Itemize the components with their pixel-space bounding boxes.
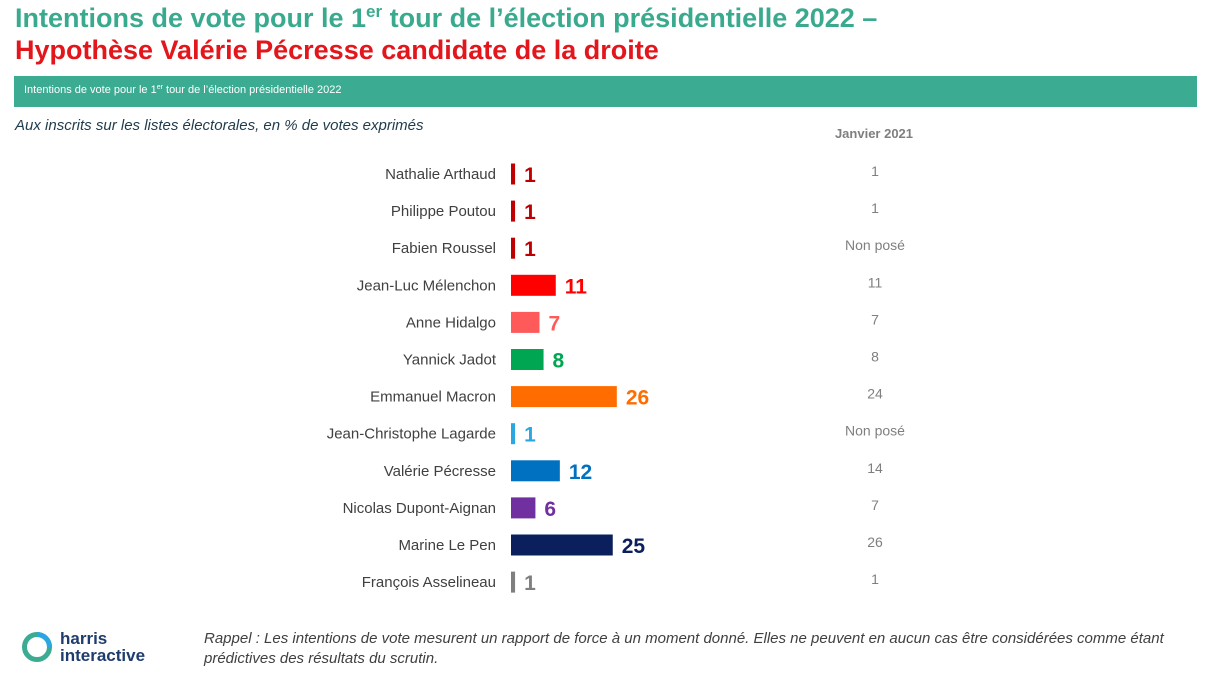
candidate-label: François Asselineau <box>362 574 496 591</box>
value-label: 1 <box>524 238 536 261</box>
bar <box>511 274 556 296</box>
value-label: 25 <box>622 535 646 558</box>
bar <box>511 200 516 222</box>
logo-ring-icon <box>22 632 52 662</box>
previous-value: 7 <box>871 311 879 327</box>
bar <box>511 423 516 445</box>
comparison-column-header: Janvier 2021 <box>834 126 914 141</box>
previous-value: 7 <box>871 497 879 513</box>
candidate-label: Emmanuel Macron <box>370 389 496 406</box>
candidate-label: Philippe Poutou <box>391 203 496 220</box>
value-label: 1 <box>524 164 536 187</box>
bar <box>511 163 516 185</box>
value-label: 6 <box>544 498 556 521</box>
title-text-end: tour de l’élection présidentielle 2022 – <box>382 3 878 33</box>
candidate-label: Jean-Christophe Lagarde <box>327 426 496 443</box>
candidate-label: Nicolas Dupont-Aignan <box>343 500 496 517</box>
candidate-label: Marine Le Pen <box>398 537 496 554</box>
candidate-label: Nathalie Arthaud <box>385 166 496 183</box>
previous-value: 24 <box>867 386 883 402</box>
candidate-label: Jean-Luc Mélenchon <box>357 277 496 294</box>
bar <box>511 386 617 408</box>
previous-value: 1 <box>871 163 879 179</box>
candidate-label: Anne Hidalgo <box>406 314 496 331</box>
value-label: 7 <box>548 312 560 335</box>
logo-wordmark: harris interactive <box>60 630 145 664</box>
bar <box>511 237 516 259</box>
previous-value: 11 <box>868 274 883 290</box>
logo-line1: harris <box>60 629 108 648</box>
header-band: Intentions de vote pour le 1er tour de l… <box>14 76 1197 107</box>
page-subtitle-hypothesis: Hypothèse Valérie Pécresse candidate de … <box>15 35 659 65</box>
bar <box>511 311 540 333</box>
candidate-label: Fabien Roussel <box>392 240 496 257</box>
band-text-end: tour de l’élection présidentielle 2022 <box>162 84 342 96</box>
disclaimer-note: Rappel : Les intentions de vote mesurent… <box>204 630 1164 667</box>
value-label: 1 <box>524 572 536 595</box>
bar <box>511 349 544 370</box>
previous-value: 1 <box>871 200 879 216</box>
band-superscript: er <box>156 84 163 91</box>
title-text: Intentions de vote pour le 1 <box>15 3 367 33</box>
bar <box>511 571 516 593</box>
candidate-label: Yannick Jadot <box>403 352 497 369</box>
candidate-label: Valérie Pécresse <box>384 463 496 480</box>
harris-interactive-logo: harris interactive <box>20 630 180 670</box>
previous-value: 8 <box>871 349 879 365</box>
value-label: 8 <box>553 350 565 373</box>
bar <box>511 497 536 519</box>
previous-value: 1 <box>871 571 879 587</box>
title-superscript: er <box>366 2 383 21</box>
value-label: 12 <box>569 461 592 484</box>
logo-line2: interactive <box>60 646 146 665</box>
value-label: 26 <box>626 387 649 410</box>
bar <box>511 460 560 482</box>
page-title: Intentions de vote pour le 1er tour de l… <box>15 2 877 34</box>
previous-value: 14 <box>867 460 883 476</box>
chart-scope-note: Aux inscrits sur les listes électorales,… <box>15 117 424 134</box>
value-label: 11 <box>565 275 588 298</box>
previous-value: Non posé <box>845 237 905 253</box>
value-label: 1 <box>524 201 536 224</box>
previous-value: Non posé <box>845 423 905 439</box>
previous-value: 26 <box>867 534 883 550</box>
value-label: 1 <box>524 424 536 447</box>
band-text: Intentions de vote pour le 1 <box>24 84 157 96</box>
band-label: Intentions de vote pour le 1er tour de l… <box>24 84 342 96</box>
bar <box>511 534 613 556</box>
